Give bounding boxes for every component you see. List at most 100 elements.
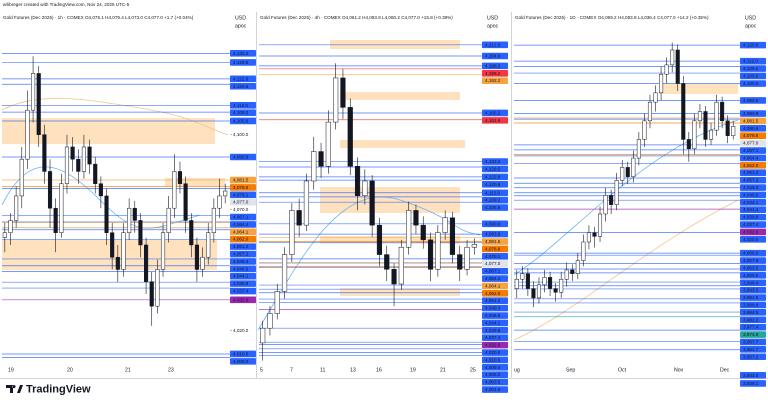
price-label-bg [482,165,508,173]
candle-body [692,120,697,150]
price-label: 4,064.4 [743,155,759,160]
candle-body [318,151,324,167]
logo-text: TradingView [26,383,91,395]
price-label-bg [482,304,508,312]
candle-body [354,166,361,196]
price-label-bg [230,235,256,243]
price-label: 4,001.5 [485,387,501,392]
candle-body [340,77,346,108]
price-label-bg [482,245,508,253]
price-label: 4,120.6 [743,43,759,48]
candle-body [36,73,41,135]
price-label: 4,078.1 [485,254,501,259]
price-label-bg [482,275,508,282]
candle-body [166,207,171,233]
candle-body [281,254,288,292]
price-label-bg [482,334,508,342]
candle-body [177,171,183,184]
price-label-bg [230,287,256,295]
candle-body [681,83,686,140]
candle-body [559,279,564,293]
price-label: 4,041.4 [743,207,759,212]
price-label-bg [482,349,508,356]
candle-body [206,232,211,258]
x-tick-label: ug [514,367,520,373]
price-label-bg [482,158,508,165]
price-label: 4,105.6 [743,73,759,78]
price-label-bg [740,286,766,294]
candle-body [703,111,708,140]
price-label: 4,192.2 [485,78,501,83]
price-label: 4,090.9 [485,221,501,226]
price-label: 4,046.5 [233,266,249,271]
candle-body [303,180,310,226]
price-label-bg [230,296,256,304]
price-label-bg [740,272,766,279]
candle-body [211,207,216,233]
candle-body [104,195,109,233]
price-label: 4,037.4 [743,222,759,227]
price-label-bg [482,230,508,238]
candle-body [384,254,390,270]
candle-body [664,64,669,75]
price-label: 4,122.8 [233,76,249,81]
price-label-bg [482,267,508,275]
x-tick-label: 19 [8,367,14,373]
price-label: 4,198.2 [485,63,501,68]
price-label-bg [230,213,256,221]
price-label-bg [740,110,766,117]
price-label: 4,112.0 [233,103,248,108]
price-label: 4,078.1 [233,192,249,197]
moving-average [513,199,739,341]
price-label: 4,044.1 [743,200,759,205]
price-label: 4,064.4 [233,222,249,227]
price-label: 4,100.0 [233,132,249,137]
price-label-bg [230,109,256,116]
price-label: 4,049.3 [743,185,759,190]
price-label: 4,078.8 [743,133,759,138]
candle-body [70,146,75,160]
price-label-bg [230,250,256,258]
price-label-bg [740,162,766,169]
price-label-bg [740,132,766,140]
price-label-bg [740,147,766,154]
zone [2,240,217,270]
price-label: 4,032.6 [743,229,759,234]
candle-body [420,224,426,241]
price-label-bg [230,75,256,83]
price-label: 3,967.7 [743,339,759,344]
candle-body [42,134,47,172]
candle-body [720,101,725,122]
price-label-bg [230,191,256,199]
candle-body [597,213,603,237]
candle-body [64,146,70,184]
candle-body [274,291,280,314]
candle-body [132,207,137,221]
price-label-bg [740,331,766,338]
price-label: 4,044.1 [233,274,249,279]
candle-body [725,120,730,136]
x-tick-label: 16 [376,367,382,373]
price-label-bg [740,97,766,104]
candle-body [172,171,177,209]
price-label-bg [740,323,766,331]
candle-body [525,273,530,289]
candle-body [200,256,205,270]
indicator: apoc [487,23,499,29]
price-label: 4,204.9 [485,54,501,59]
price-label: 3,989.8 [743,302,759,307]
price-label-bg [230,265,256,273]
price-label-bg [230,198,256,206]
candle-body [575,260,580,274]
price-label-bg [740,117,766,125]
candle-body [325,121,331,167]
price-label: 4,062.0 [485,291,501,296]
price-label-bg [482,69,508,77]
candle-body [609,195,614,205]
price-label: 4,083.9 [485,232,501,237]
price-label-bg [740,294,766,301]
price-label: 4,006.0 [485,372,501,377]
candle-body [625,167,630,177]
price-label: 3,957.2 [743,354,759,359]
price-label-bg [230,221,256,228]
